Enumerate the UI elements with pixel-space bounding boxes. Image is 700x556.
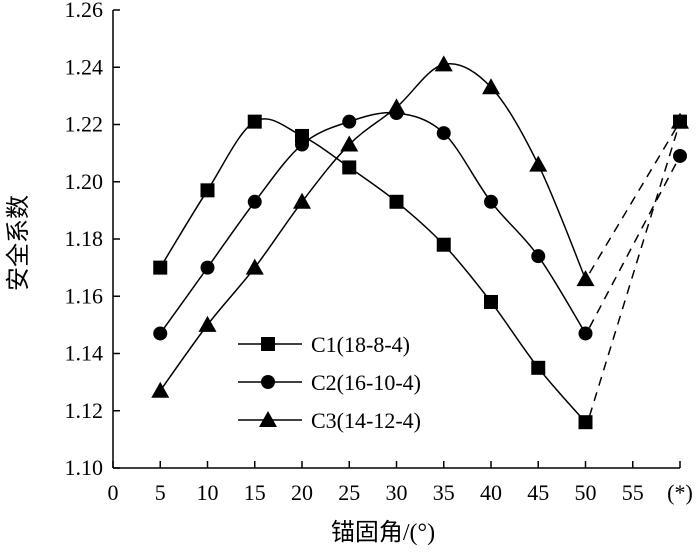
- series-dashed-connector: [588, 121, 681, 417]
- y-axis-title: 安全系数: [5, 195, 32, 291]
- x-tick-label: 20: [291, 480, 313, 505]
- data-point-marker: [434, 55, 453, 72]
- x-tick-label: 35: [433, 480, 455, 505]
- y-tick-label: 1.24: [65, 54, 104, 79]
- data-point-marker: [529, 155, 548, 172]
- data-point-marker: [342, 160, 357, 175]
- x-tick-label: 30: [386, 480, 408, 505]
- series-line: [159, 118, 587, 423]
- data-point-marker: [576, 270, 595, 287]
- data-point-marker: [200, 260, 215, 275]
- data-point-marker: [578, 415, 593, 430]
- series-line: [159, 111, 587, 334]
- data-point-marker: [293, 192, 311, 209]
- y-tick-label: 1.22: [65, 112, 104, 137]
- series-2: [153, 106, 687, 341]
- data-point-marker: [342, 114, 357, 129]
- x-tick-label: 15: [244, 480, 266, 505]
- data-point-marker: [340, 135, 359, 152]
- y-tick-label: 1.16: [65, 283, 104, 308]
- data-point-marker: [387, 98, 406, 115]
- series-1: [153, 114, 687, 430]
- series-dashed-connector: [588, 121, 681, 274]
- x-tick-label: 10: [197, 480, 219, 505]
- data-point-marker: [531, 249, 546, 264]
- data-point-marker: [295, 137, 309, 152]
- y-tick-label: 1.20: [65, 169, 104, 194]
- data-point-marker: [153, 260, 168, 275]
- legend-marker: [261, 375, 275, 389]
- data-point-marker: [198, 315, 217, 332]
- x-tick-label: 50: [575, 480, 597, 505]
- x-tick-label: 55: [622, 480, 644, 505]
- x-axis-title: 锚固角/(°): [331, 519, 435, 546]
- y-tick-label: 1.12: [65, 398, 104, 423]
- x-tick-label: 0: [108, 480, 119, 505]
- legend-marker: [259, 411, 277, 427]
- series-3: [151, 55, 689, 398]
- x-tick-label: 45: [527, 480, 549, 505]
- data-point-marker: [245, 258, 264, 275]
- legend-label: C2(16-10-4): [311, 370, 421, 395]
- y-ticks: 1.10 1.12 1.14 1.16 1.18 1.20 1.22 1.24 1.26: [65, 0, 120, 480]
- series-line: [159, 62, 587, 392]
- data-point-marker: [200, 183, 215, 198]
- data-point-marker: [436, 237, 451, 252]
- data-point-marker: [389, 194, 404, 209]
- legend: C1(18-8-4) C2(16-10-4) C3(14-12-4): [238, 332, 421, 433]
- x-tick-label: 40: [480, 480, 502, 505]
- y-tick-label: 1.26: [65, 0, 104, 22]
- y-tick-label: 1.18: [65, 226, 104, 251]
- x-ticks: 0 5 10 15 20 25 30 35 40 45 50 55 (*): [108, 461, 693, 505]
- x-tick-label: 5: [155, 480, 166, 505]
- y-tick-label: 1.14: [65, 341, 104, 366]
- star-data-point-marker: [673, 148, 687, 163]
- data-point-marker: [484, 194, 498, 209]
- data-point-marker: [531, 360, 546, 375]
- series-dashed-connector: [588, 155, 681, 328]
- star-data-point-marker: [671, 112, 689, 129]
- x-tick-label: (*): [667, 480, 693, 505]
- data-point-marker: [484, 294, 498, 309]
- legend-marker: [261, 337, 275, 351]
- data-point-marker: [436, 126, 451, 141]
- x-tick-label: 25: [338, 480, 360, 505]
- plot-area: [151, 55, 689, 430]
- data-point-marker: [151, 381, 170, 398]
- data-point-marker: [578, 326, 593, 341]
- data-point-marker: [482, 78, 500, 95]
- legend-label: C3(14-12-4): [311, 408, 421, 433]
- data-point-marker: [153, 326, 168, 341]
- data-point-marker: [247, 194, 262, 209]
- legend-label: C1(18-8-4): [311, 332, 410, 357]
- y-tick-label: 1.10: [65, 455, 104, 480]
- data-point-marker: [247, 114, 262, 129]
